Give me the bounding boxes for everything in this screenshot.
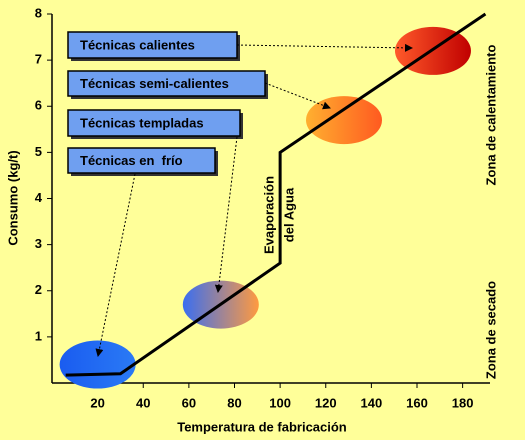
x-tick-label: 120: [315, 395, 337, 410]
x-tick-label: 160: [406, 395, 428, 410]
x-tick-label: 100: [269, 395, 291, 410]
y-axis-label: Consumo (kg/t): [5, 150, 20, 245]
x-tick-label: 40: [136, 395, 150, 410]
x-tick-label: 80: [227, 395, 241, 410]
line: [65, 12, 487, 377]
y-tick-label: 3: [35, 236, 42, 251]
label-box: [67, 109, 241, 137]
arrow: [95, 173, 136, 357]
annotation: Evaporación: [261, 176, 276, 254]
x-tick-label: 60: [182, 395, 196, 410]
label-text: Técnicas semi-calientes: [80, 76, 229, 91]
annotation: Zona de calentamiento: [483, 45, 498, 186]
x-tick-label: 20: [90, 395, 104, 410]
label-text: Técnicas calientes: [80, 37, 195, 52]
arrow: [236, 43, 413, 52]
y-tick-label: 5: [35, 144, 42, 159]
label-text: Técnicas templadas: [80, 115, 204, 130]
label-box: [67, 31, 238, 59]
bubble: [59, 340, 136, 389]
annotation: Zona de secado: [483, 281, 498, 379]
y-tick-label: 2: [35, 282, 42, 297]
x-tick-label: 140: [361, 395, 383, 410]
x-axis-label: Temperatura de fabricación: [177, 419, 347, 434]
y-tick-label: 1: [35, 328, 42, 343]
y-tick-label: 7: [35, 52, 42, 67]
label-box: [67, 70, 266, 97]
y-tick-label: 4: [35, 190, 43, 205]
label-text: Técnicas en frío: [80, 153, 183, 168]
y-tick-label: 8: [35, 5, 42, 20]
x-tick-label: 180: [452, 395, 474, 410]
y-tick-label: 6: [35, 98, 42, 113]
annotation: del Agua: [281, 187, 296, 242]
label-box: [67, 147, 216, 174]
